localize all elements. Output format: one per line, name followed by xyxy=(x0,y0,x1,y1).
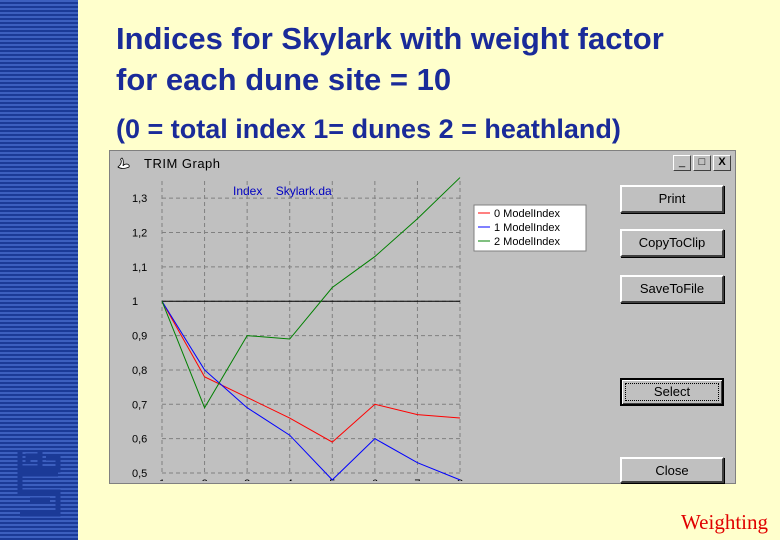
x-tick-label: 3 xyxy=(244,478,250,481)
chart-legend: 0 ModelIndex 1 ModelIndex 2 ModelIndex xyxy=(473,204,587,252)
legend-label: 0 ModelIndex xyxy=(494,208,561,220)
y-tick-label: 1,1 xyxy=(132,262,147,274)
legend-label: 1 ModelIndex xyxy=(494,222,561,234)
slide-title-line-1: Indices for Skylark with weight factor xyxy=(116,21,664,56)
slide-title: Indices for Skylark with weight factor f… xyxy=(116,18,766,100)
maximize-button[interactable]: □ xyxy=(693,155,711,171)
y-tick-label: 1 xyxy=(132,296,138,308)
close-button[interactable]: Close xyxy=(620,457,724,483)
print-button[interactable]: Print xyxy=(620,185,724,213)
select-button[interactable]: Select xyxy=(620,378,724,406)
slide-footer: Weighting xyxy=(681,510,768,534)
index-chart: Index Skylark.da 0,5 0,6 0,7 0,8 0,9 1 1,1 1,2 1,… xyxy=(118,175,608,481)
cbs-logo-icon xyxy=(17,450,61,517)
legend-label: 2 ModelIndex xyxy=(494,236,561,248)
x-tick-label: 6 xyxy=(372,478,378,481)
save-to-file-button[interactable]: SaveToFile xyxy=(620,275,724,303)
x-tick-label: 7 xyxy=(414,478,420,481)
y-tick-label: 0,9 xyxy=(132,331,147,343)
series-line-1 xyxy=(161,300,461,481)
y-tick-label: 0,6 xyxy=(132,434,147,446)
chart-title: Index Skylark.da xyxy=(233,184,332,198)
swan-icon xyxy=(117,157,130,169)
slide-title-line-2: for each dune site = 10 xyxy=(116,62,452,97)
x-tick-label: 1 xyxy=(159,478,165,481)
legend-box xyxy=(473,204,587,252)
close-window-button[interactable]: X xyxy=(713,155,731,171)
y-tick-label: 1,3 xyxy=(132,193,147,205)
copy-to-clip-button[interactable]: CopyToClip xyxy=(620,229,724,257)
y-tick-label: 1,2 xyxy=(132,228,147,240)
slide-subtitle: (0 = total index 1= dunes 2 = heathland) xyxy=(116,114,621,144)
x-tick-label: 4 xyxy=(287,478,293,481)
trim-graph-window: TRIM Graph _ □ X Index Skylark.da 0,5 0,6 0… xyxy=(109,150,736,484)
y-tick-label: 0,8 xyxy=(132,365,147,377)
series-line-2 xyxy=(161,177,461,409)
minimize-button[interactable]: _ xyxy=(673,155,691,171)
y-tick-label: 0,5 xyxy=(132,468,147,480)
window-titlebar[interactable]: TRIM Graph _ □ X xyxy=(112,153,733,173)
series-line-0 xyxy=(161,300,461,443)
y-tick-label: 0,7 xyxy=(132,399,147,411)
x-tick-label: 2 xyxy=(202,478,208,481)
window-title: TRIM Graph xyxy=(144,156,221,171)
